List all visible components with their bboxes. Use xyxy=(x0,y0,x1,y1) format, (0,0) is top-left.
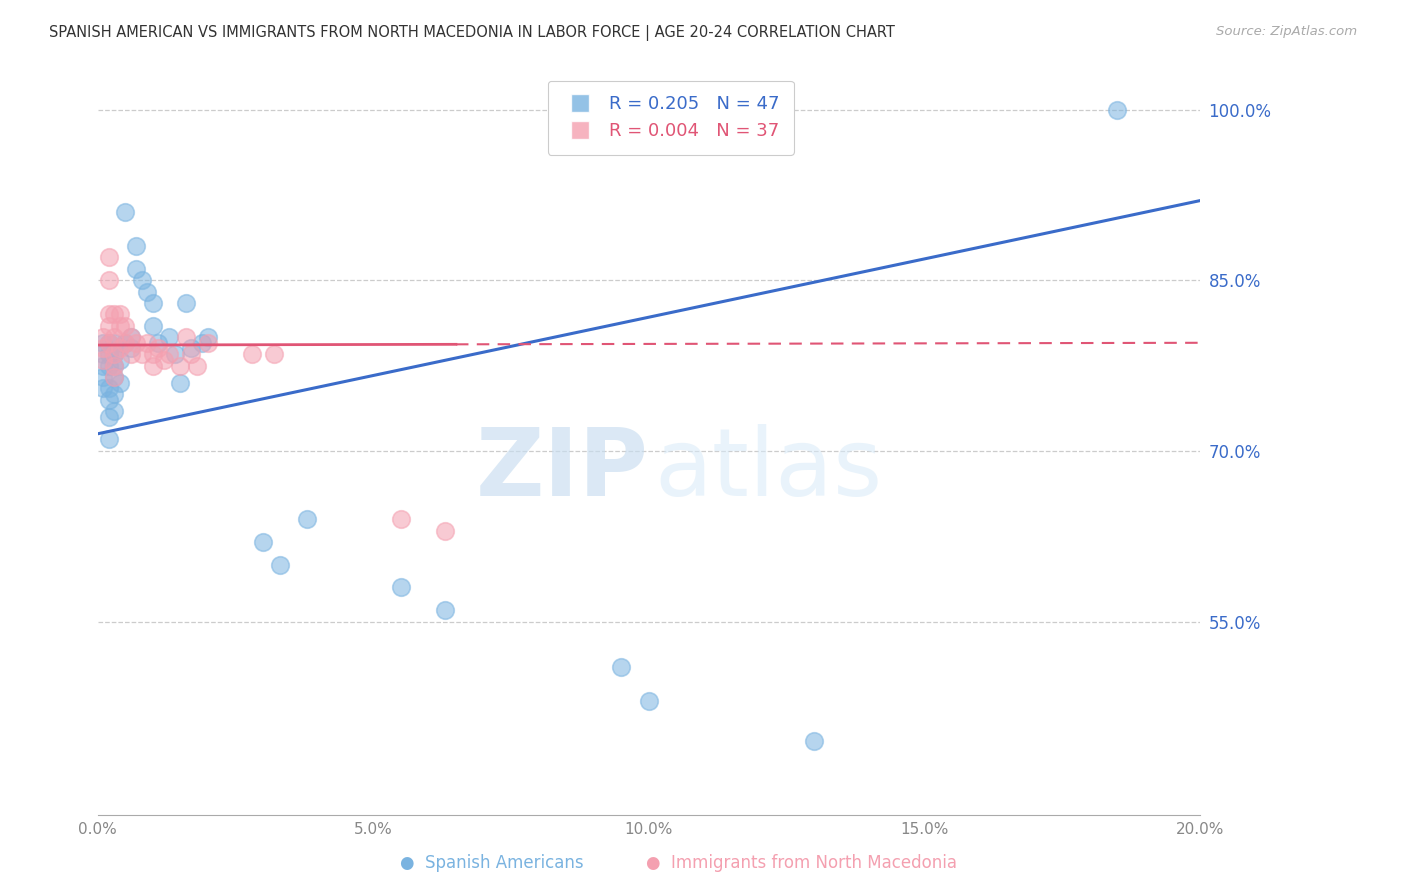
Point xyxy=(114,205,136,219)
Point xyxy=(103,307,125,321)
Point xyxy=(103,335,125,350)
Point xyxy=(103,404,125,418)
Point xyxy=(389,512,412,526)
Point xyxy=(91,381,114,395)
Point xyxy=(186,359,208,373)
Point xyxy=(125,261,148,276)
Point xyxy=(191,335,214,350)
Point xyxy=(108,352,131,367)
Point xyxy=(103,359,125,373)
Point xyxy=(433,524,456,538)
Legend: R = 0.205   N = 47, R = 0.004   N = 37: R = 0.205 N = 47, R = 0.004 N = 37 xyxy=(548,80,794,154)
Point xyxy=(142,347,165,361)
Point xyxy=(433,603,456,617)
Point xyxy=(142,359,165,373)
Point xyxy=(1107,103,1129,117)
Point xyxy=(803,734,825,748)
Point xyxy=(148,335,170,350)
Text: ZIP: ZIP xyxy=(477,424,650,516)
Point xyxy=(163,347,186,361)
Point xyxy=(174,330,197,344)
Point xyxy=(97,335,120,350)
Point xyxy=(120,330,142,344)
Point xyxy=(97,381,120,395)
Point xyxy=(97,433,120,447)
Point xyxy=(114,335,136,350)
Point xyxy=(97,273,120,287)
Point xyxy=(103,347,125,361)
Point xyxy=(638,694,661,708)
Point xyxy=(103,347,125,361)
Point xyxy=(136,335,159,350)
Point xyxy=(131,273,153,287)
Point xyxy=(97,359,120,373)
Point xyxy=(263,347,285,361)
Point xyxy=(97,347,120,361)
Point xyxy=(91,335,114,350)
Point xyxy=(125,239,148,253)
Point xyxy=(180,342,202,356)
Point xyxy=(125,335,148,350)
Point xyxy=(108,376,131,390)
Point xyxy=(197,330,219,344)
Point xyxy=(148,342,170,356)
Point xyxy=(120,342,142,356)
Point xyxy=(152,352,174,367)
Point xyxy=(169,359,191,373)
Point xyxy=(169,376,191,390)
Point xyxy=(103,330,125,344)
Point xyxy=(103,370,125,384)
Point xyxy=(97,335,120,350)
Point xyxy=(97,318,120,333)
Text: ●  Spanish Americans: ● Spanish Americans xyxy=(401,855,583,872)
Point xyxy=(108,307,131,321)
Point xyxy=(114,318,136,333)
Point xyxy=(97,409,120,424)
Point xyxy=(157,330,180,344)
Point xyxy=(108,318,131,333)
Point xyxy=(157,347,180,361)
Point xyxy=(120,330,142,344)
Point xyxy=(240,347,263,361)
Point xyxy=(114,335,136,350)
Text: ●  Immigrants from North Macedonia: ● Immigrants from North Macedonia xyxy=(645,855,957,872)
Point xyxy=(131,347,153,361)
Point xyxy=(91,342,114,356)
Point xyxy=(91,347,114,361)
Text: Source: ZipAtlas.com: Source: ZipAtlas.com xyxy=(1216,25,1357,38)
Text: SPANISH AMERICAN VS IMMIGRANTS FROM NORTH MACEDONIA IN LABOR FORCE | AGE 20-24 C: SPANISH AMERICAN VS IMMIGRANTS FROM NORT… xyxy=(49,25,896,41)
Point xyxy=(108,342,131,356)
Point xyxy=(97,307,120,321)
Point xyxy=(252,534,274,549)
Point xyxy=(389,581,412,595)
Point xyxy=(103,370,125,384)
Point xyxy=(610,660,633,674)
Point xyxy=(97,251,120,265)
Text: atlas: atlas xyxy=(654,424,883,516)
Point xyxy=(180,347,202,361)
Point xyxy=(295,512,318,526)
Point xyxy=(120,347,142,361)
Point xyxy=(142,318,165,333)
Point xyxy=(197,335,219,350)
Point xyxy=(97,392,120,407)
Point xyxy=(269,558,291,572)
Point xyxy=(174,296,197,310)
Point xyxy=(91,359,114,373)
Point xyxy=(103,387,125,401)
Point xyxy=(91,352,114,367)
Point xyxy=(142,296,165,310)
Point xyxy=(91,330,114,344)
Point xyxy=(136,285,159,299)
Point xyxy=(91,370,114,384)
Point xyxy=(103,359,125,373)
